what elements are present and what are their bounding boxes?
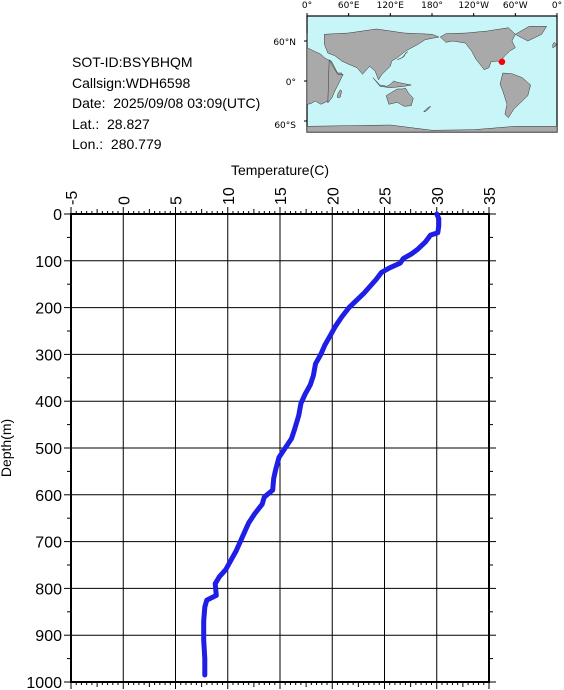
y-tick-label: 600 <box>35 488 62 505</box>
longitude-label: Lon.: 280.779 <box>72 136 162 152</box>
map-lon-label: 120°E <box>377 1 405 11</box>
land-indonesia <box>372 77 412 88</box>
x-tick-labels: -5 0 5 10 15 20 25 30 35 <box>64 187 499 205</box>
y-tick-label: 400 <box>35 394 62 411</box>
y-axis-title: Depth(m) <box>0 419 14 477</box>
y-tick-label: 200 <box>35 301 62 318</box>
x-tick-label: 20 <box>325 187 342 205</box>
land-madagascar <box>337 89 342 99</box>
map-lon-label: 180° <box>421 1 443 11</box>
float-location-marker <box>498 58 506 65</box>
land-uk <box>552 41 557 49</box>
y-tick-label: 500 <box>35 441 62 458</box>
map-lon-label: 60°W <box>503 1 528 11</box>
callsign-label: Callsign:WDH6598 <box>72 74 191 91</box>
land-greenland <box>514 26 548 42</box>
map-lon-label: 120°W <box>458 1 489 11</box>
x-axis-title: Temperature(C) <box>231 162 329 178</box>
land-eurasia <box>324 28 440 81</box>
map-land <box>306 26 558 133</box>
x-tick-label: 0 <box>116 196 133 205</box>
y-tick-labels: 0 100 200 300 400 500 600 700 800 900 10… <box>26 207 62 690</box>
map-lat-label: 60°S <box>274 121 296 131</box>
map-labels: 0° 60°E 120°E 180° 120°W 60°W 0° 60°N 0°… <box>273 1 562 131</box>
map-lat-label: 0° <box>286 78 296 88</box>
land-africa-right <box>327 58 344 104</box>
map-lon-label: 0° <box>302 1 312 11</box>
map-lon-label: 0° <box>552 1 562 11</box>
y-tick-label: 800 <box>35 581 62 598</box>
chart-ticks <box>64 207 496 689</box>
x-tick-label: -5 <box>64 191 81 205</box>
chart-grid <box>71 214 489 682</box>
land-south-america <box>499 72 531 119</box>
x-tick-label: 35 <box>482 187 499 205</box>
x-tick-label: 5 <box>169 196 186 205</box>
y-tick-label: 1000 <box>26 675 62 690</box>
land-nz <box>423 106 431 112</box>
y-tick-label: 700 <box>35 535 62 552</box>
float-info-panel: SOT-ID:BSYBHQM Callsign:WDH6598 Date: 20… <box>72 52 260 155</box>
sot-id-label: SOT-ID:BSYBHQM <box>72 54 193 70</box>
land-japan <box>397 51 408 60</box>
x-tick-label: 25 <box>378 187 395 205</box>
y-tick-label: 0 <box>53 207 62 224</box>
x-tick-label: 30 <box>430 187 447 205</box>
temperature-profile-line <box>201 211 442 678</box>
x-tick-label: 10 <box>221 187 238 205</box>
land-antarctica <box>306 124 558 133</box>
y-tick-label: 900 <box>35 628 62 645</box>
y-tick-label: 300 <box>35 347 62 364</box>
x-tick-label: 15 <box>273 187 290 205</box>
y-tick-label: 100 <box>35 254 62 271</box>
map-lon-label: 60°E <box>338 1 360 11</box>
map-graticule <box>304 13 558 122</box>
map-lat-label: 60°N <box>273 38 296 48</box>
date-label: Date: 2025/09/08 03:09(UTC) <box>72 95 261 111</box>
land-australia <box>385 88 414 107</box>
latitude-label: Lat.: 28.827 <box>72 115 150 132</box>
